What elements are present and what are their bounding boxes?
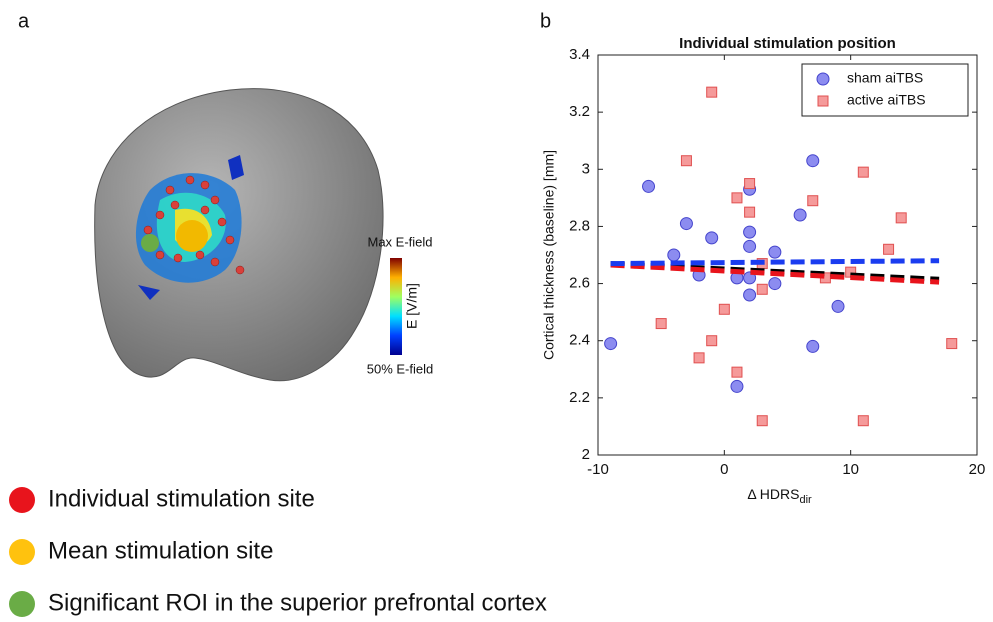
point (744, 226, 756, 238)
point (769, 278, 781, 290)
point (947, 339, 957, 349)
colorbar-label: 50% E-field (367, 361, 433, 376)
legend-marker (9, 487, 35, 513)
y-axis-label: Cortical thickness (baseline) [mm] (541, 150, 557, 360)
point (643, 180, 655, 192)
point (832, 300, 844, 312)
point (807, 340, 819, 352)
figure: a b Max E-field 50% E-field E [V/m] Indi… (0, 0, 993, 622)
point (605, 338, 617, 350)
point (694, 353, 704, 363)
point (769, 246, 781, 258)
x-tick-label: 20 (969, 461, 986, 478)
point (808, 196, 818, 206)
legend-marker (9, 591, 35, 617)
legend-label: sham aiTBS (847, 70, 923, 86)
point (745, 207, 755, 217)
point (681, 156, 691, 166)
legend-marker (817, 73, 829, 85)
point (757, 284, 767, 294)
brain-image (95, 89, 383, 381)
colorbar-label: Max E-field (367, 234, 432, 249)
x-tick-label: 0 (720, 461, 728, 478)
point (744, 240, 756, 252)
point (744, 289, 756, 301)
point (807, 155, 819, 167)
y-tick-label: 3.2 (569, 103, 590, 120)
panel-label: b (540, 10, 551, 32)
point (858, 167, 868, 177)
legend-label: Significant ROI in the superior prefront… (48, 589, 547, 616)
point (732, 193, 742, 203)
legend-label: Mean stimulation site (48, 537, 273, 564)
point (668, 249, 680, 261)
y-tick-label: 3.4 (569, 46, 590, 63)
point (680, 218, 692, 230)
point (706, 232, 718, 244)
y-tick-label: 2.4 (569, 332, 590, 349)
point (757, 416, 767, 426)
legend-label: Individual stimulation site (48, 485, 315, 512)
y-tick-label: 2.6 (569, 275, 590, 292)
point (707, 87, 717, 97)
legend-label: active aiTBS (847, 92, 926, 108)
point (732, 367, 742, 377)
point (896, 213, 906, 223)
point (858, 416, 868, 426)
x-tick-label: -10 (587, 461, 609, 478)
colorbar-axis-label: E [V/m] (404, 283, 420, 329)
x-axis-label-main: Δ HDRS (747, 486, 799, 502)
point (656, 319, 666, 329)
x-axis-label: Δ HDRSdir (747, 486, 812, 506)
point (719, 304, 729, 314)
legend-marker (9, 539, 35, 565)
legend-marker (818, 96, 828, 106)
point (707, 336, 717, 346)
panel-label: a (18, 10, 30, 32)
colorbar (390, 258, 402, 355)
x-tick-label: 10 (842, 461, 859, 478)
y-tick-label: 2.8 (569, 217, 590, 234)
point (731, 380, 743, 392)
point (884, 244, 894, 254)
chart-title: Individual stimulation position (679, 35, 896, 52)
point (745, 179, 755, 189)
y-tick-label: 2.2 (569, 389, 590, 406)
fit-line (611, 261, 939, 264)
y-tick-label: 3 (582, 160, 590, 177)
point (794, 209, 806, 221)
x-axis-label-sub: dir (799, 494, 812, 506)
